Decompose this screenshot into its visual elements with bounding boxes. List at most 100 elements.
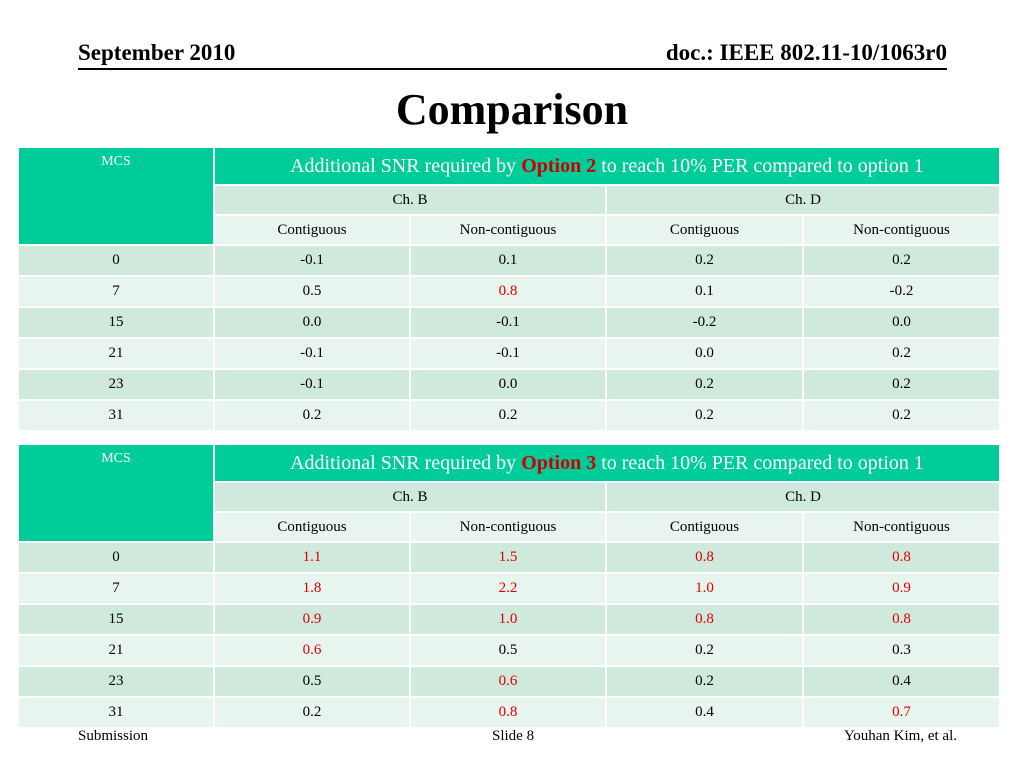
snr-value-cell: 0.8	[801, 541, 1002, 574]
mcs-cell: 31	[17, 696, 215, 729]
subcolumn-header: Non-contiguous	[409, 214, 607, 246]
mcs-cell: 21	[17, 634, 215, 667]
snr-value-cell: 0.2	[605, 665, 804, 698]
table-row: 31 0.2 0.2 0.2 0.2	[17, 399, 1002, 432]
mcs-cell: 0	[17, 541, 215, 574]
subcolumn-header: Non-contiguous	[801, 214, 1002, 246]
snr-value-cell: -0.1	[213, 337, 411, 370]
footer-submission: Submission	[78, 728, 149, 744]
snr-value-cell: 0.6	[213, 634, 411, 667]
subcolumn-header: Non-contiguous	[409, 511, 607, 543]
snr-value-cell: 0.4	[801, 665, 1002, 698]
snr-value-cell: 0.8	[801, 603, 1002, 636]
snr-value-cell: 0.1	[605, 275, 804, 308]
snr-value-cell: 1.0	[409, 603, 607, 636]
table-row: 23 0.5 0.6 0.2 0.4	[17, 665, 1002, 698]
snr-value-cell: 0.9	[801, 572, 1002, 605]
snr-value-cell: 0.8	[409, 696, 607, 729]
mcs-cell: 7	[17, 275, 215, 308]
channel-header: Ch. B	[213, 481, 607, 513]
snr-value-cell: 1.0	[605, 572, 804, 605]
mcs-cell: 0	[17, 244, 215, 277]
snr-value-cell: 0.8	[605, 541, 804, 574]
snr-value-cell: 0.5	[213, 275, 411, 308]
snr-value-cell: 0.2	[605, 244, 804, 277]
snr-value-cell: 0.2	[213, 399, 411, 432]
heading-suffix: to reach 10% PER compared to option 1	[596, 451, 924, 474]
snr-table-option-3: MCS Additional SNR required by Option 3 t…	[17, 443, 1002, 729]
mcs-header: MCS	[17, 443, 215, 543]
snr-value-cell: 0.4	[605, 696, 804, 729]
snr-value-cell: 0.8	[409, 275, 607, 308]
snr-value-cell: 0.2	[213, 696, 411, 729]
subcolumn-header: Contiguous	[605, 214, 804, 246]
snr-value-cell: 2.2	[409, 572, 607, 605]
footer-slide-number: Slide 8	[492, 728, 535, 744]
mcs-cell: 23	[17, 665, 215, 698]
channel-header: Ch. D	[604, 184, 1002, 216]
mcs-cell: 15	[17, 306, 215, 339]
footer-authors: Youhan Kim, et al.	[843, 728, 957, 744]
mcs-cell: 7	[17, 572, 215, 605]
heading-option: Option 2	[521, 154, 597, 177]
table-row: 0 1.1 1.5 0.8 0.8	[17, 541, 1002, 574]
snr-value-cell: -0.2	[605, 306, 804, 339]
heading-prefix: Additional SNR required by	[290, 451, 522, 474]
snr-value-cell: 0.8	[605, 603, 804, 636]
snr-value-cell: 0.2	[801, 368, 1002, 401]
snr-value-cell: -0.1	[409, 337, 607, 370]
mcs-cell: 21	[17, 337, 215, 370]
snr-table-option-2: MCS Additional SNR required by Option 2 t…	[17, 146, 1002, 432]
heading-option: Option 3	[521, 451, 597, 474]
table-heading: Additional SNR required by Option 3 to r…	[212, 443, 1002, 483]
snr-value-cell: 0.7	[801, 696, 1002, 729]
snr-value-cell: 0.0	[213, 306, 411, 339]
snr-value-cell: 0.9	[213, 603, 411, 636]
snr-value-cell: 0.0	[605, 337, 804, 370]
snr-value-cell: 0.2	[605, 634, 804, 667]
snr-value-cell: 0.3	[801, 634, 1002, 667]
snr-value-cell: 1.1	[213, 541, 411, 574]
snr-value-cell: 0.2	[801, 244, 1002, 277]
table-row: 0 -0.1 0.1 0.2 0.2	[17, 244, 1002, 277]
table-row: 31 0.2 0.8 0.4 0.7	[17, 696, 1002, 729]
table-row: 7 0.5 0.8 0.1 -0.2	[17, 275, 1002, 308]
subcolumn-header: Non-contiguous	[801, 511, 1002, 543]
mcs-cell: 31	[17, 399, 215, 432]
snr-value-cell: 0.5	[409, 634, 607, 667]
snr-value-cell: 0.2	[409, 399, 607, 432]
mcs-header: MCS	[17, 146, 215, 246]
snr-value-cell: 0.2	[801, 337, 1002, 370]
snr-value-cell: -0.1	[213, 368, 411, 401]
snr-value-cell: 0.2	[605, 368, 804, 401]
header-divider	[78, 68, 947, 70]
header-doc-id: doc.: IEEE 802.11-10/1063r0	[665, 40, 947, 65]
snr-value-cell: 0.2	[605, 399, 804, 432]
table-row: 21 -0.1 -0.1 0.0 0.2	[17, 337, 1002, 370]
header-date: September 2010	[78, 40, 236, 65]
snr-value-cell: 0.2	[801, 399, 1002, 432]
heading-suffix: to reach 10% PER compared to option 1	[596, 154, 924, 177]
slide-title: Comparison	[395, 85, 629, 134]
snr-value-cell: 0.0	[409, 368, 607, 401]
table-row: 23 -0.1 0.0 0.2 0.2	[17, 368, 1002, 401]
snr-value-cell: -0.1	[213, 244, 411, 277]
snr-value-cell: 0.1	[409, 244, 607, 277]
subcolumn-header: Contiguous	[213, 214, 411, 246]
mcs-cell: 23	[17, 368, 215, 401]
table-row: 21 0.6 0.5 0.2 0.3	[17, 634, 1002, 667]
channel-header: Ch. D	[604, 481, 1002, 513]
heading-prefix: Additional SNR required by	[290, 154, 522, 177]
mcs-cell: 15	[17, 603, 215, 636]
snr-value-cell: -0.1	[409, 306, 607, 339]
snr-value-cell: 1.5	[409, 541, 607, 574]
table-row: 7 1.8 2.2 1.0 0.9	[17, 572, 1002, 605]
snr-value-cell: 0.6	[409, 665, 607, 698]
snr-value-cell: -0.2	[801, 275, 1002, 308]
table-row: 15 0.9 1.0 0.8 0.8	[17, 603, 1002, 636]
snr-value-cell: 0.5	[213, 665, 411, 698]
table-heading: Additional SNR required by Option 2 to r…	[212, 146, 1002, 186]
subcolumn-header: Contiguous	[213, 511, 411, 543]
snr-value-cell: 1.8	[213, 572, 411, 605]
table-row: 15 0.0 -0.1 -0.2 0.0	[17, 306, 1002, 339]
